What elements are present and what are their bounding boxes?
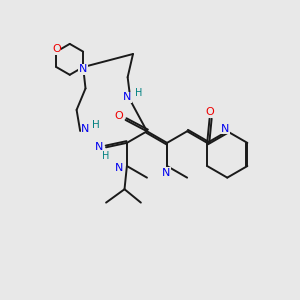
- Text: N: N: [123, 92, 131, 102]
- Text: N: N: [81, 124, 90, 134]
- Text: O: O: [115, 111, 123, 122]
- Text: O: O: [206, 107, 214, 117]
- Text: H: H: [135, 88, 142, 98]
- Text: N: N: [221, 124, 229, 134]
- Text: H: H: [92, 120, 100, 130]
- Text: O: O: [52, 44, 61, 54]
- Text: N: N: [114, 163, 123, 172]
- Text: H: H: [102, 151, 109, 160]
- Text: N: N: [95, 142, 104, 152]
- Text: N: N: [79, 64, 87, 74]
- Text: N: N: [162, 168, 171, 178]
